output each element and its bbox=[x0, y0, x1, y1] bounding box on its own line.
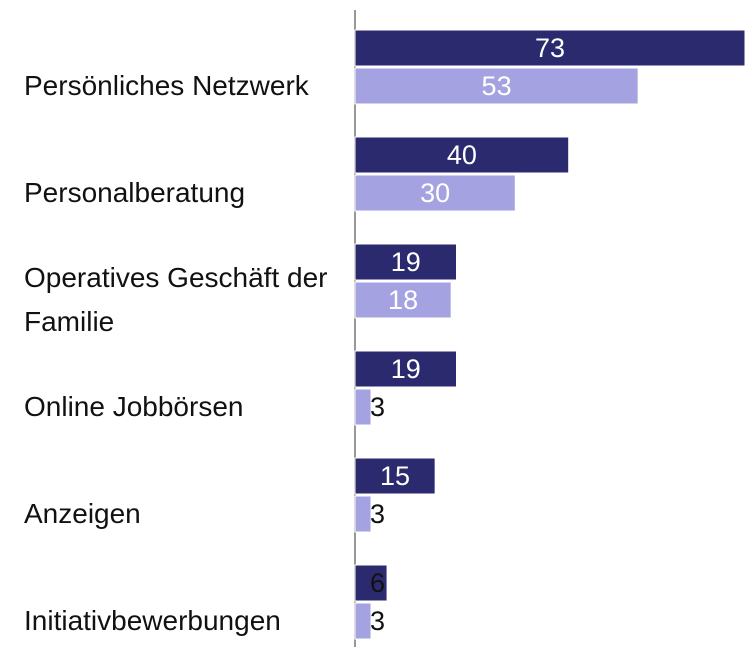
value-label: 19 bbox=[391, 247, 421, 277]
value-label: 3 bbox=[370, 499, 385, 529]
bar bbox=[354, 602, 372, 640]
value-label: 3 bbox=[370, 606, 385, 636]
bar bbox=[354, 29, 745, 67]
category-label: Operatives Geschäft der Familie bbox=[24, 262, 328, 337]
bar bbox=[354, 174, 516, 212]
bar bbox=[354, 136, 570, 174]
bar bbox=[354, 243, 458, 281]
category-label: Persönliches Netzwerk bbox=[24, 70, 309, 101]
value-label: 6 bbox=[370, 568, 385, 598]
category-label: Anzeigen bbox=[24, 498, 141, 529]
bar bbox=[354, 564, 388, 602]
category-label: Personalberatung bbox=[24, 177, 246, 208]
bar bbox=[354, 495, 372, 533]
category-label: Initiativbewerbungen bbox=[24, 605, 281, 636]
bar bbox=[354, 281, 452, 319]
value-label: 53 bbox=[482, 71, 512, 101]
value-label: 3 bbox=[370, 392, 385, 422]
category-label: Online Jobbörsen bbox=[24, 391, 244, 422]
value-label: 40 bbox=[447, 140, 477, 170]
value-label: 30 bbox=[420, 178, 450, 208]
bar bbox=[354, 350, 458, 388]
value-label: 15 bbox=[380, 461, 410, 491]
value-label: 18 bbox=[388, 285, 418, 315]
value-label: 73 bbox=[535, 33, 565, 63]
bar bbox=[354, 388, 372, 426]
bar bbox=[354, 67, 639, 105]
bar bbox=[354, 457, 436, 495]
value-label: 19 bbox=[391, 354, 421, 384]
